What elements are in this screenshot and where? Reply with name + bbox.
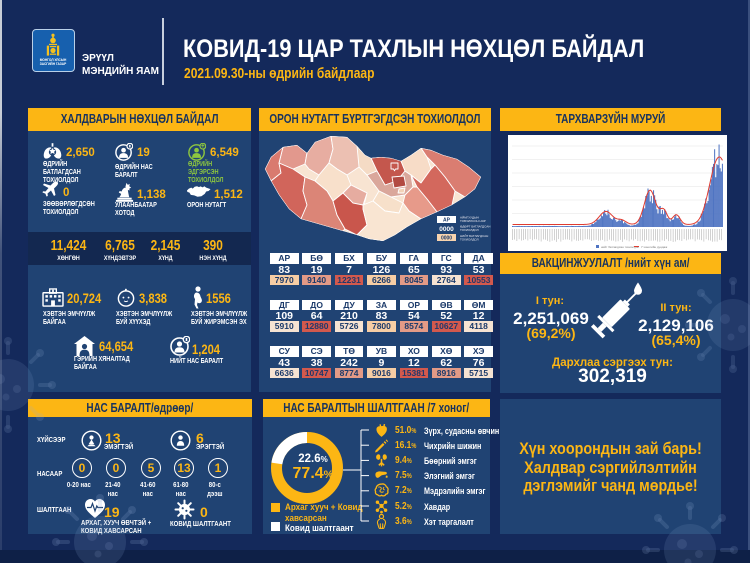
svg-text:ӨДӨРТ БАТЛАГДСАН: ӨДӨРТ БАТЛАГДСАН <box>460 225 490 229</box>
svg-text:ТОХИОЛДОЛ: ТОХИОЛДОЛ <box>460 238 479 242</box>
svg-text:0000: 0000 <box>439 226 454 233</box>
svg-text:МОНГОЛ УЛСЫН: МОНГОЛ УЛСЫН <box>40 58 67 62</box>
svg-text:нийт батлагдсан тохиолдол: нийт батлагдсан тохиолдол <box>601 245 639 249</box>
svg-text:ЗАСГИЙН ГАЗАР: ЗАСГИЙН ГАЗАР <box>40 62 67 66</box>
svg-text:ТОВЧИЛСОН НЭР: ТОВЧИЛСОН НЭР <box>460 219 486 223</box>
svg-text:7 хоногийн дундаж: 7 хоногийн дундаж <box>641 245 667 249</box>
svg-text:АР: АР <box>443 218 451 224</box>
svg-text:0000: 0000 <box>441 236 452 242</box>
svg-text:АЙМГУУДЫН: АЙМГУУДЫН <box>460 216 479 220</box>
svg-text:НИЙТ БАТЛАГДСАН: НИЙТ БАТЛАГДСАН <box>460 234 488 238</box>
svg-text:ТОХИОЛДОЛ: ТОХИОЛДОЛ <box>460 228 479 232</box>
